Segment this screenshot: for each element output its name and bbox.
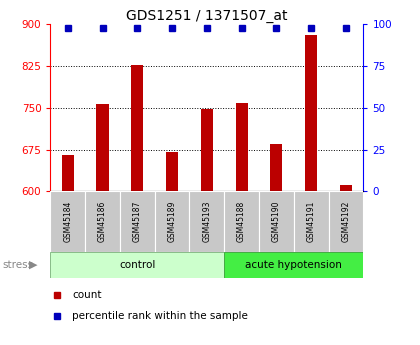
Bar — [50, 191, 85, 252]
Text: control: control — [119, 260, 155, 270]
Text: GSM45189: GSM45189 — [168, 201, 176, 242]
Bar — [155, 191, 189, 252]
Text: GSM45186: GSM45186 — [98, 201, 107, 242]
Text: GSM45191: GSM45191 — [307, 201, 316, 242]
Text: GSM45190: GSM45190 — [272, 201, 281, 243]
Bar — [270, 144, 283, 191]
Bar — [201, 109, 213, 191]
Bar — [166, 152, 178, 191]
Bar — [131, 66, 143, 191]
Bar — [259, 191, 294, 252]
Text: GSM45188: GSM45188 — [237, 201, 246, 242]
Text: percentile rank within the sample: percentile rank within the sample — [72, 311, 248, 321]
Bar — [236, 103, 248, 191]
Bar — [224, 191, 259, 252]
Bar — [120, 191, 155, 252]
Bar — [224, 252, 363, 278]
Text: ▶: ▶ — [29, 260, 37, 270]
Text: GSM45192: GSM45192 — [341, 201, 350, 242]
Bar — [189, 191, 224, 252]
Bar — [50, 252, 224, 278]
Text: GSM45184: GSM45184 — [63, 201, 72, 242]
Text: acute hypotension: acute hypotension — [245, 260, 342, 270]
Text: GSM45187: GSM45187 — [133, 201, 142, 242]
Bar — [97, 104, 109, 191]
Bar — [85, 191, 120, 252]
Text: count: count — [72, 290, 102, 300]
Bar — [305, 35, 317, 191]
Bar — [340, 185, 352, 191]
Text: GSM45193: GSM45193 — [202, 201, 211, 243]
Bar — [62, 155, 74, 191]
Bar — [294, 191, 328, 252]
Title: GDS1251 / 1371507_at: GDS1251 / 1371507_at — [126, 9, 288, 23]
Text: stress: stress — [2, 260, 33, 270]
Bar — [328, 191, 363, 252]
